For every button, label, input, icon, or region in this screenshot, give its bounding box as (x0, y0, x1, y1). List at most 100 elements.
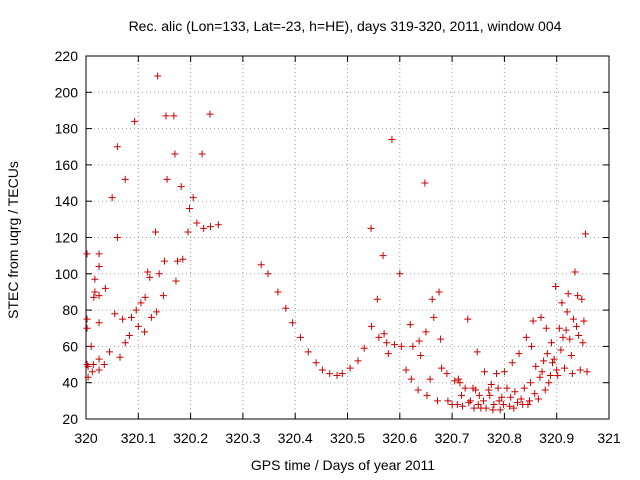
data-point (95, 319, 103, 327)
data-point (464, 315, 472, 323)
data-point (198, 150, 206, 158)
data-point (549, 359, 557, 367)
data-point (375, 333, 383, 341)
chart-title: Rec. alic (Lon=133, Lat=-23, h=HE), days… (129, 18, 562, 34)
data-point (163, 175, 171, 183)
data-point (141, 328, 149, 336)
data-point (83, 315, 91, 323)
data-point (338, 370, 346, 378)
x-tick-label: 320.9 (539, 430, 574, 446)
data-point (106, 348, 114, 356)
data-point (282, 304, 290, 312)
data-point (528, 342, 536, 350)
data-point (154, 72, 162, 80)
data-point (517, 395, 525, 403)
data-point (438, 364, 446, 372)
data-point (383, 339, 391, 347)
data-point (116, 353, 124, 361)
data-point (522, 333, 530, 341)
data-point (421, 179, 429, 187)
data-point (579, 339, 587, 347)
data-point (537, 313, 545, 321)
data-point (83, 250, 91, 258)
y-tick-label: 80 (62, 302, 78, 318)
data-point (511, 388, 519, 396)
data-point (546, 371, 554, 379)
data-point (430, 313, 438, 321)
data-point (95, 250, 103, 258)
data-point (569, 315, 577, 323)
data-point (125, 332, 133, 340)
data-point (423, 391, 431, 399)
data-point (318, 366, 326, 374)
data-point (380, 330, 388, 338)
data-point (515, 350, 523, 358)
data-point (485, 386, 493, 394)
data-point (547, 339, 555, 347)
data-point (583, 368, 591, 376)
data-point (561, 364, 569, 372)
data-point (435, 288, 443, 296)
data-point (153, 308, 161, 316)
data-point (193, 219, 201, 227)
data-point (574, 292, 582, 300)
data-point (473, 348, 481, 356)
data-point (83, 361, 91, 369)
data-point (296, 333, 304, 341)
data-point (422, 328, 430, 336)
data-point (433, 397, 441, 405)
data-point (545, 379, 553, 387)
data-point (177, 183, 185, 191)
data-point (494, 384, 502, 392)
data-point (174, 257, 182, 265)
data-point (498, 393, 506, 401)
data-point (346, 364, 354, 372)
data-point (479, 397, 487, 405)
x-tick-label: 320.1 (121, 430, 156, 446)
data-point (540, 357, 548, 365)
data-point (532, 362, 540, 370)
y-tick-label: 120 (55, 230, 79, 246)
data-point (409, 342, 417, 350)
y-tick-label: 40 (62, 375, 78, 391)
data-point (121, 339, 129, 347)
data-point (543, 350, 551, 358)
data-point (257, 261, 265, 269)
data-point (141, 293, 149, 301)
y-tick-labels: 20 40 60 80 100 120 140 160 180 200 220 (55, 48, 79, 427)
data-point (396, 270, 404, 278)
data-point (510, 404, 518, 412)
data-point (91, 275, 99, 283)
data-point (567, 351, 575, 359)
data-point (576, 366, 584, 374)
data-point (459, 402, 467, 410)
data-point (368, 322, 376, 330)
data-point (555, 324, 563, 332)
data-point (487, 381, 495, 389)
data-point (113, 143, 121, 151)
data-point (131, 117, 139, 125)
y-tick-label: 20 (62, 411, 78, 427)
data-point (186, 204, 194, 212)
data-point (563, 308, 571, 316)
data-point (578, 295, 586, 303)
y-tick-label: 220 (55, 48, 79, 64)
data-point (513, 399, 521, 407)
data-point (580, 317, 588, 325)
data-point (137, 299, 145, 307)
y-tick-label: 100 (55, 266, 79, 282)
data-point (470, 404, 478, 412)
data-point (529, 317, 537, 325)
data-point (159, 292, 167, 300)
x-tick-label: 320 (74, 430, 98, 446)
data-point (184, 228, 192, 236)
data-point (152, 228, 160, 236)
data-point (384, 350, 392, 358)
data-point (100, 361, 108, 369)
data-point (581, 230, 589, 238)
data-point (499, 400, 507, 408)
data-point (414, 386, 422, 394)
x-tick-label: 320.6 (382, 430, 417, 446)
data-point (91, 288, 99, 296)
